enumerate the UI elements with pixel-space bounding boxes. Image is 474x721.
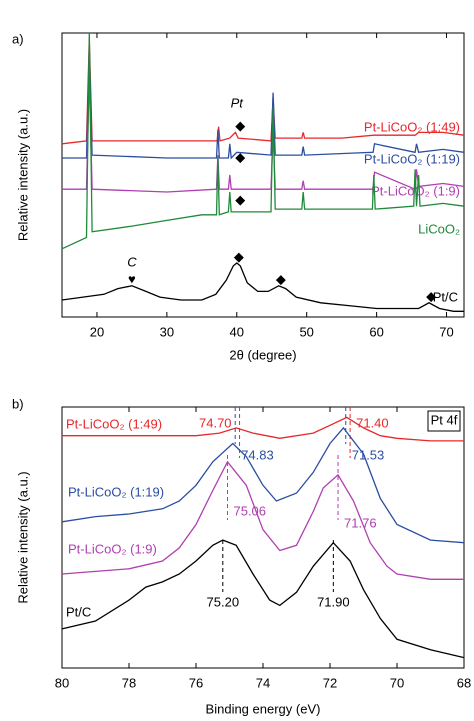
x-tick-label: 68 [457, 675, 471, 690]
x-tick-label: 50 [299, 324, 313, 339]
series-label: Pt-LiCoO₂ (1:49) [364, 119, 460, 134]
peak-label: 71.90 [317, 594, 350, 609]
series-line [62, 47, 465, 160]
peak-marker: ◆ [234, 249, 244, 264]
panel-label: a) [12, 31, 24, 46]
x-tick-label: 70 [439, 324, 453, 339]
peak-label: 71.76 [344, 515, 377, 530]
series-line [61, 539, 465, 659]
x-tick-label: 30 [160, 324, 174, 339]
plot-frame [61, 32, 465, 318]
peak-marker: Pt [231, 95, 245, 110]
peak-label: 75.20 [207, 594, 240, 609]
y-axis-label: Relative intensity (a.u.) [15, 471, 30, 603]
series-label: Pt/C [433, 289, 458, 304]
series-label: LiCoO₂ [418, 221, 460, 236]
peak-marker: C [127, 254, 137, 269]
y-axis-label: Relative intensity (a.u.) [15, 109, 30, 241]
series-line [61, 38, 465, 145]
x-tick-label: 74 [256, 675, 270, 690]
box-label: Pt 4f [431, 412, 458, 427]
series-label: Pt-LiCoO₂ (1:19) [364, 151, 460, 166]
x-tick-label: 20 [90, 324, 104, 339]
series-line [61, 426, 465, 544]
peak-marker: ◆ [235, 118, 245, 133]
x-axis-label: 2θ (degree) [229, 347, 296, 362]
x-tick-label: 40 [230, 324, 244, 339]
x-tick-label: 76 [189, 675, 203, 690]
series-label: Pt/C [66, 604, 91, 619]
series-label: Pt-LiCoO₂ (1:19) [68, 484, 164, 499]
peak-marker: ♥ [128, 272, 136, 287]
peak-label: 74.83 [241, 447, 274, 462]
peak-marker: ◆ [276, 272, 286, 287]
series-line [61, 460, 464, 580]
series-line [61, 32, 465, 250]
x-axis-label: Binding energy (eV) [206, 701, 321, 716]
peak-marker: ◆ [235, 192, 245, 207]
x-tick-label: 78 [122, 675, 136, 690]
peak-label: 71.40 [356, 415, 389, 430]
series-line [61, 262, 464, 312]
series-label: Pt-LiCoO₂ (1:49) [66, 416, 162, 431]
x-tick-label: 80 [55, 675, 69, 690]
peak-label: 75.06 [233, 503, 266, 518]
x-tick-label: 70 [390, 675, 404, 690]
series-line [62, 416, 464, 442]
peak-marker: ◆ [235, 149, 245, 164]
plot-frame [61, 406, 465, 669]
label-box [427, 410, 461, 432]
peak-label: 74.70 [199, 415, 232, 430]
series-label: Pt-LiCoO₂ (1:9) [68, 541, 157, 556]
x-tick-label: 60 [369, 324, 383, 339]
peak-marker: ◆ [426, 289, 436, 304]
x-tick-label: 72 [323, 675, 337, 690]
peak-label: 71.53 [352, 447, 385, 462]
panel-label: b) [12, 396, 24, 411]
